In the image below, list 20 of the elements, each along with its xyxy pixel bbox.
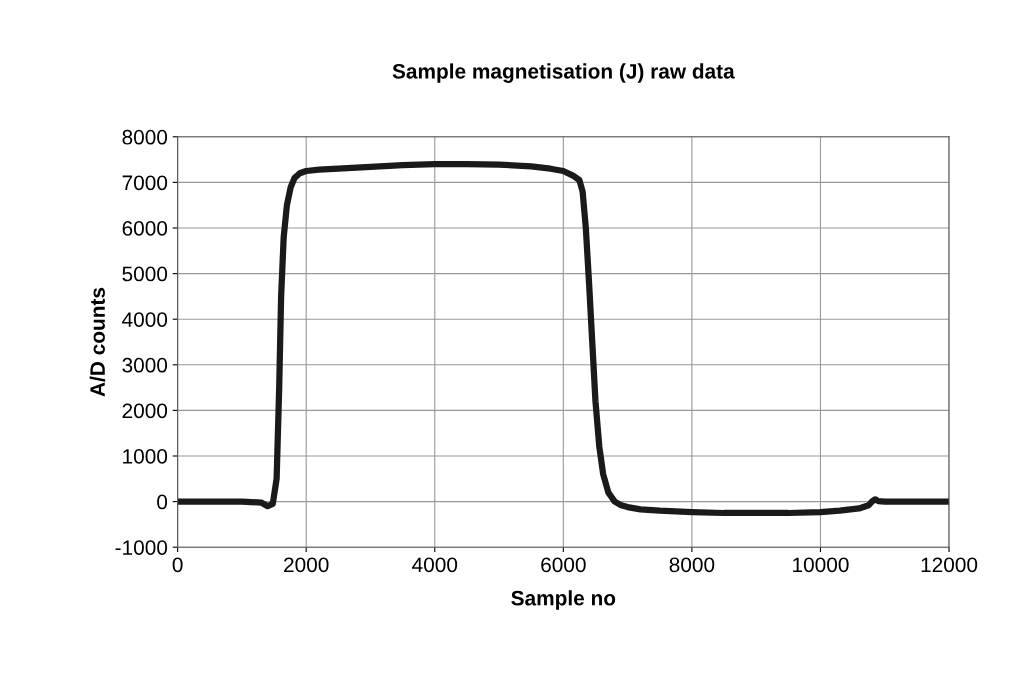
x-tick-label: 2000 <box>284 557 329 573</box>
x-tick-label: 4000 <box>412 557 458 573</box>
x-tick-label: 12000 <box>921 557 978 573</box>
y-tick-label: -1000 <box>115 540 168 555</box>
y-tick-label: 2000 <box>122 403 168 419</box>
y-tick-label: 6000 <box>122 221 168 236</box>
y-tick-label: 5000 <box>122 266 168 282</box>
y-tick-label: 8000 <box>122 129 168 145</box>
y-tick-label: 4000 <box>122 312 168 327</box>
y-axis-title: A/D counts <box>89 287 106 397</box>
x-tick-label: 10000 <box>793 557 849 573</box>
y-tick-label: 7000 <box>122 175 168 191</box>
chart-title: Sample magnetisation (J) raw data <box>392 63 735 83</box>
y-tick-label: 1000 <box>123 449 168 464</box>
x-tick-label: 6000 <box>541 557 586 573</box>
x-tick-label: 8000 <box>669 557 715 573</box>
x-tick-label: 0 <box>172 557 183 573</box>
y-tick-label: 0 <box>157 494 168 510</box>
x-axis-title: Sample no <box>511 590 616 610</box>
y-tick-label: 3000 <box>122 357 168 373</box>
